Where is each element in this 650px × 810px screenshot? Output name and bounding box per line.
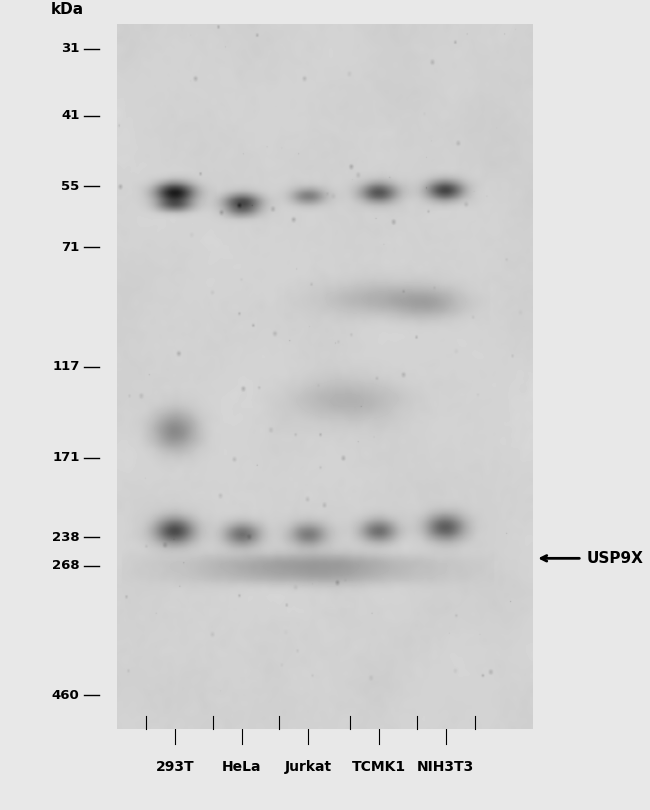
Text: 55: 55 xyxy=(61,180,79,193)
Text: 460: 460 xyxy=(52,688,79,701)
Text: 31: 31 xyxy=(61,42,79,55)
Text: 268: 268 xyxy=(52,559,79,572)
Text: kDa: kDa xyxy=(51,2,84,17)
Text: 293T: 293T xyxy=(156,760,194,774)
Text: 41: 41 xyxy=(61,109,79,122)
Text: NIH3T3: NIH3T3 xyxy=(417,760,474,774)
Text: TCMK1: TCMK1 xyxy=(352,760,406,774)
Text: 117: 117 xyxy=(52,360,79,373)
Text: HeLa: HeLa xyxy=(222,760,261,774)
Text: 238: 238 xyxy=(52,531,79,544)
Text: USP9X: USP9X xyxy=(587,551,644,566)
Text: 71: 71 xyxy=(61,241,79,254)
Text: Jurkat: Jurkat xyxy=(285,760,332,774)
Text: 171: 171 xyxy=(52,451,79,464)
